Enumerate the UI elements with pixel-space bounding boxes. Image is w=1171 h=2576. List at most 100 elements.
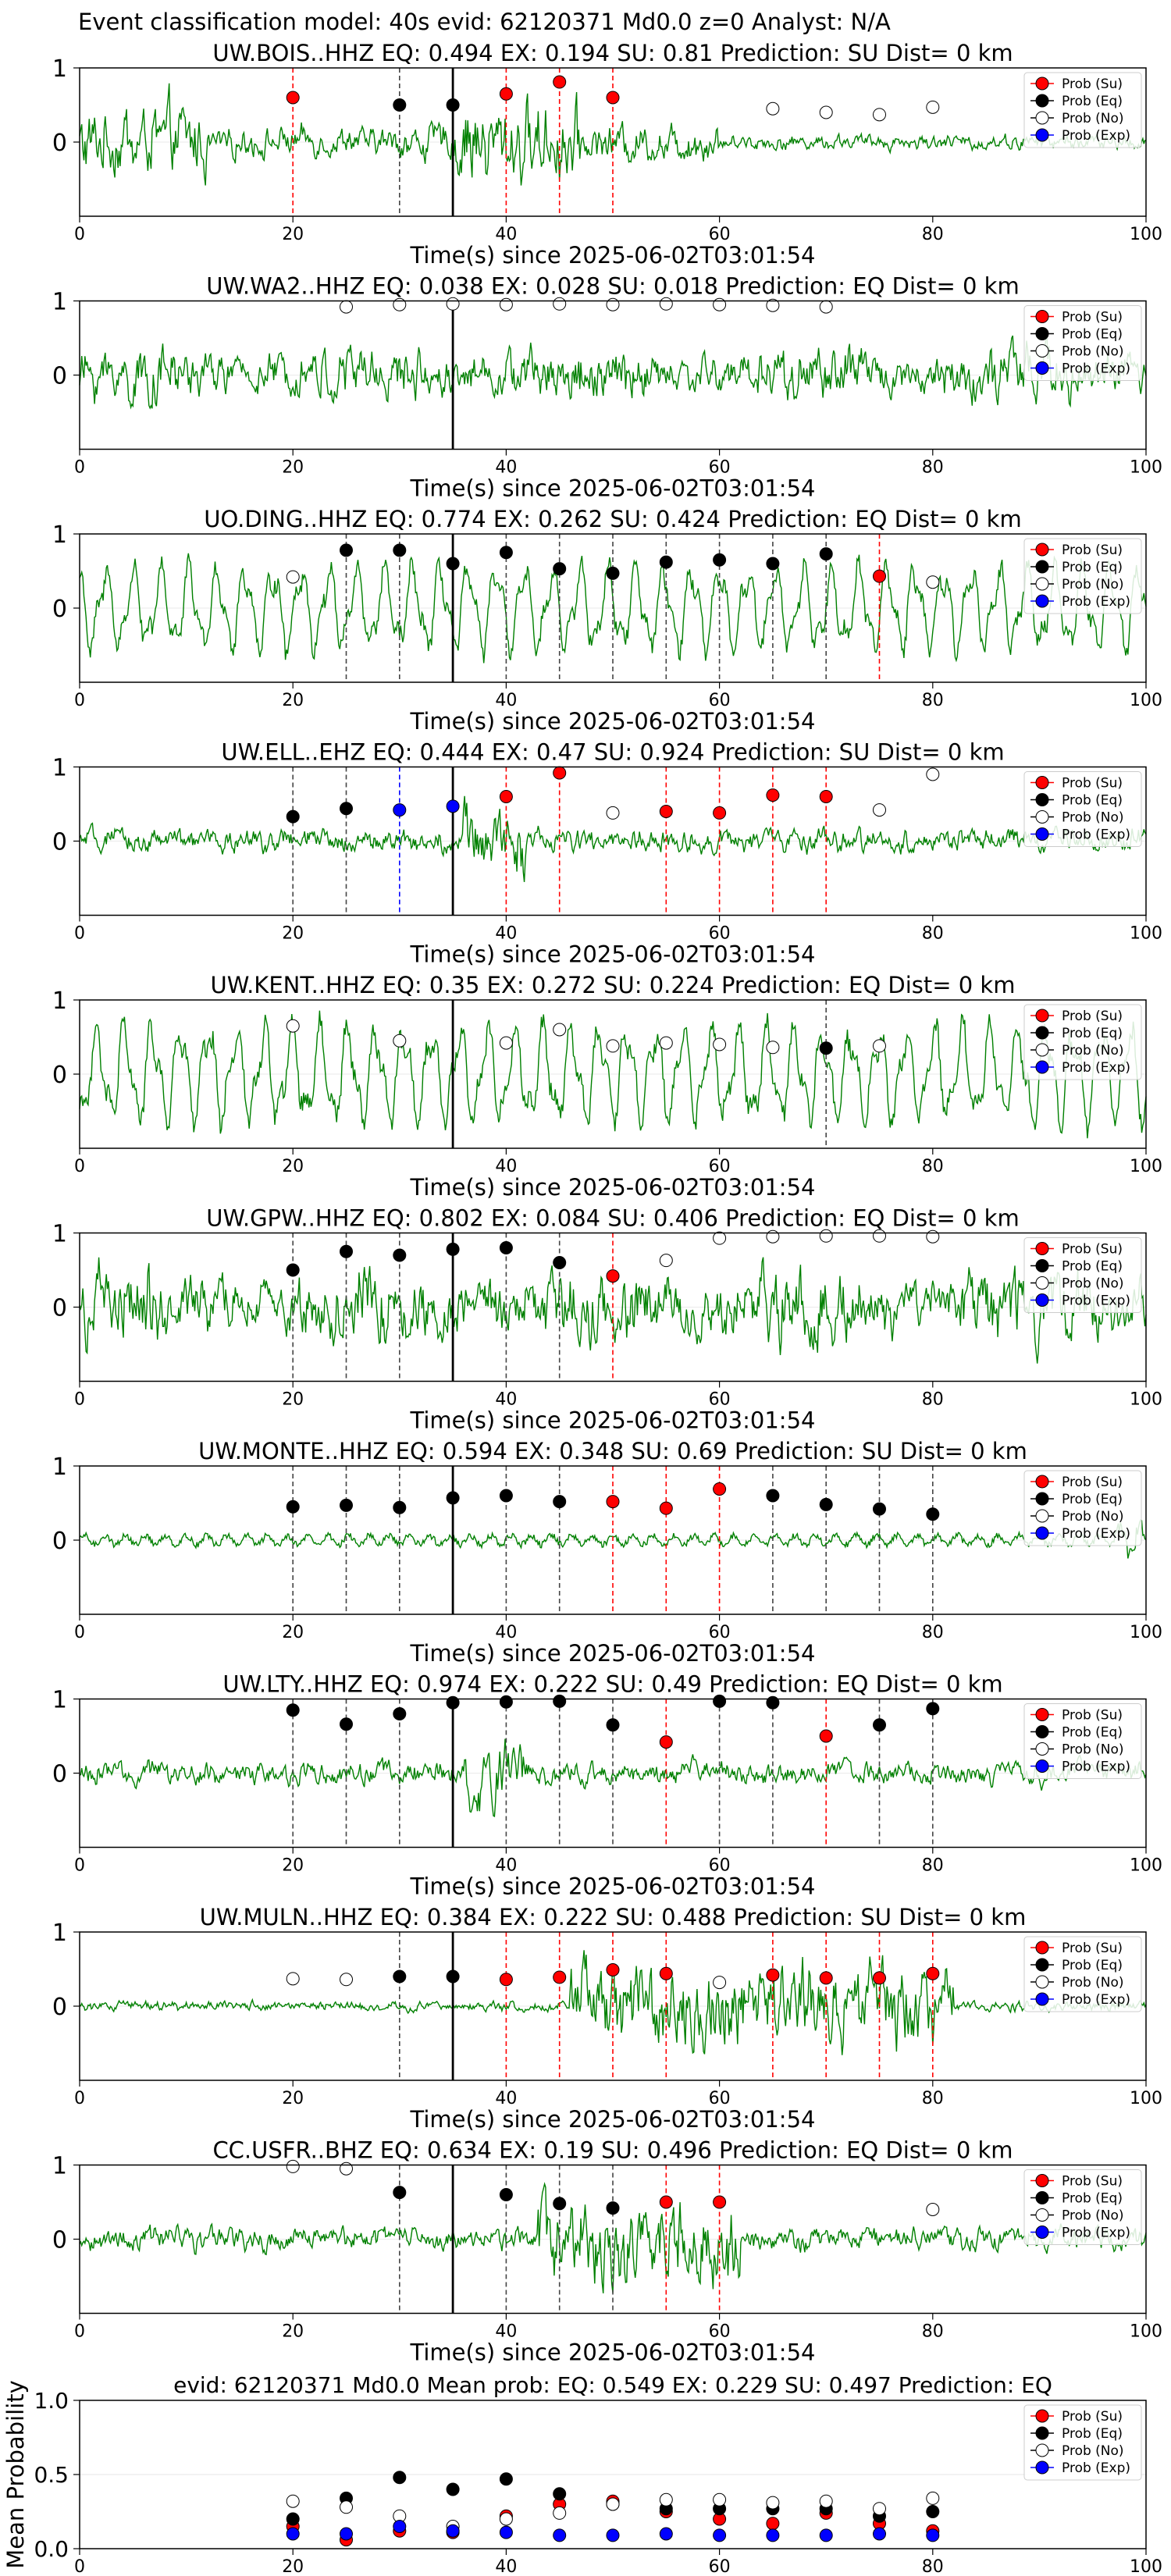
prob-marker xyxy=(499,1241,513,1254)
prob-marker xyxy=(499,297,513,311)
xtick-label: 40 xyxy=(495,1390,517,1410)
legend-label: Prob (Su) xyxy=(1062,776,1123,792)
prob-marker xyxy=(446,799,460,813)
mean-prob-point xyxy=(286,2512,300,2526)
xtick-label: 0 xyxy=(74,1157,85,1176)
mean-prob-point xyxy=(446,2524,460,2538)
legend-label: Prob (Exp) xyxy=(1062,1526,1130,1542)
prob-marker xyxy=(499,546,513,560)
xtick-label: 40 xyxy=(495,458,517,478)
prob-marker xyxy=(606,1495,620,1509)
prob-marker xyxy=(393,1707,407,1720)
legend: Prob (Su)Prob (Eq)Prob (No)Prob (Exp) xyxy=(1023,2169,1142,2245)
panel-title: UO.DING..HHZ EQ: 0.774 EX: 0.262 SU: 0.4… xyxy=(204,506,1021,532)
prob-marker xyxy=(926,1507,940,1521)
xtick-label: 20 xyxy=(282,924,304,944)
prob-marker xyxy=(286,809,300,824)
x-axis-label: Time(s) since 2025-06-02T03:01:54 xyxy=(410,1174,816,1201)
legend-label: Prob (Exp) xyxy=(1062,594,1130,610)
prob-marker xyxy=(766,1968,780,1982)
xtick-label: 0 xyxy=(74,691,85,710)
mean-prob-point xyxy=(926,2528,940,2542)
legend-marker xyxy=(1035,1009,1049,1023)
panel-title: CC.USFR..BHZ EQ: 0.634 EX: 0.19 SU: 0.49… xyxy=(212,2137,1013,2164)
legend-marker xyxy=(1035,1759,1049,1773)
legend-marker xyxy=(1035,1992,1049,2006)
prob-marker xyxy=(713,1694,727,1708)
prob-marker xyxy=(873,1039,886,1053)
legend-label: Prob (Exp) xyxy=(1062,1759,1130,1775)
xtick-label: 20 xyxy=(282,2089,304,2108)
legend-label: Prob (Eq) xyxy=(1062,2426,1123,2442)
legend-marker xyxy=(1035,1509,1049,1523)
xtick-label: 20 xyxy=(282,2322,304,2342)
legend-marker xyxy=(1035,1293,1049,1307)
prob-marker xyxy=(553,1970,567,1984)
xtick-label: 100 xyxy=(1130,2322,1162,2342)
prob-marker xyxy=(340,300,353,314)
legend-frame xyxy=(1023,771,1142,847)
panel: CC.USFR..BHZ EQ: 0.634 EX: 0.19 SU: 0.49… xyxy=(52,2137,1162,2366)
panel-title: UW.MULN..HHZ EQ: 0.384 EX: 0.222 SU: 0.4… xyxy=(200,1904,1027,1930)
legend-marker xyxy=(1035,1742,1049,1756)
legend-label: Prob (Eq) xyxy=(1062,2191,1123,2207)
prob-marker xyxy=(499,1036,513,1050)
x-axis-label: Time(s) since 2025-06-02T03:01:54 xyxy=(410,1873,816,1900)
prob-marker xyxy=(659,1036,673,1050)
prob-marker xyxy=(873,569,886,583)
prob-marker xyxy=(393,803,407,817)
xtick-label: 100 xyxy=(1130,1856,1162,1876)
legend-frame xyxy=(1023,1004,1142,1080)
prob-marker xyxy=(340,1498,353,1512)
prob-marker xyxy=(606,806,620,820)
prob-marker xyxy=(553,1256,567,1269)
xtick-label: 40 xyxy=(495,691,517,710)
legend-marker xyxy=(1035,2191,1049,2204)
legend-label: Prob (Su) xyxy=(1062,2174,1123,2190)
ytick-label: 0 xyxy=(52,1295,67,1322)
mean-prob-point xyxy=(713,2528,727,2542)
prob-marker xyxy=(446,1969,460,1984)
xtick-label: 100 xyxy=(1130,225,1162,244)
legend-marker xyxy=(1035,1958,1049,1972)
prob-marker xyxy=(553,562,567,576)
prob-marker xyxy=(659,805,673,818)
prob-marker xyxy=(766,298,780,312)
legend-marker xyxy=(1035,1975,1049,1989)
legend-label: Prob (Su) xyxy=(1062,1242,1123,1258)
xtick-label: 80 xyxy=(922,1390,944,1410)
x-axis-label: Time(s) since 2025-06-02T03:01:54 xyxy=(410,475,816,502)
prob-marker xyxy=(766,1041,780,1055)
prob-marker xyxy=(393,2186,407,2200)
prob-marker xyxy=(819,547,833,561)
x-axis-label: Time(s) since 2025-06-02T03:01:54 xyxy=(410,242,816,269)
legend-label: Prob (Eq) xyxy=(1062,1026,1123,1041)
legend-frame xyxy=(1023,2404,1142,2481)
prob-marker xyxy=(393,1500,407,1514)
legend-label: Prob (No) xyxy=(1062,810,1124,826)
legend-label: Prob (Exp) xyxy=(1062,128,1130,144)
prob-marker xyxy=(340,2161,353,2176)
prob-marker xyxy=(659,1735,673,1749)
xtick-label: 20 xyxy=(282,2557,304,2576)
legend: Prob (Su)Prob (Eq)Prob (No)Prob (Exp) xyxy=(1023,305,1142,381)
prob-marker xyxy=(446,1242,460,1256)
xtick-label: 20 xyxy=(282,1623,304,1642)
panel: UW.MULN..HHZ EQ: 0.384 EX: 0.222 SU: 0.4… xyxy=(52,1904,1162,2133)
legend-label: Prob (No) xyxy=(1062,1276,1124,1292)
legend-marker xyxy=(1035,810,1049,824)
prob-marker xyxy=(873,1502,886,1516)
prob-marker xyxy=(286,1703,300,1717)
legend-label: Prob (Exp) xyxy=(1062,1992,1130,2008)
legend-label: Prob (Su) xyxy=(1062,1941,1123,1956)
xtick-label: 40 xyxy=(495,1623,517,1642)
prob-marker xyxy=(713,2195,727,2209)
xtick-label: 0 xyxy=(74,1390,85,1410)
prob-marker xyxy=(499,1973,513,1987)
prob-marker xyxy=(553,1694,567,1708)
mean-prob-point xyxy=(606,2497,620,2511)
prob-marker xyxy=(926,100,940,114)
xtick-label: 100 xyxy=(1130,1623,1162,1642)
xtick-label: 20 xyxy=(282,225,304,244)
xtick-label: 80 xyxy=(922,924,944,944)
